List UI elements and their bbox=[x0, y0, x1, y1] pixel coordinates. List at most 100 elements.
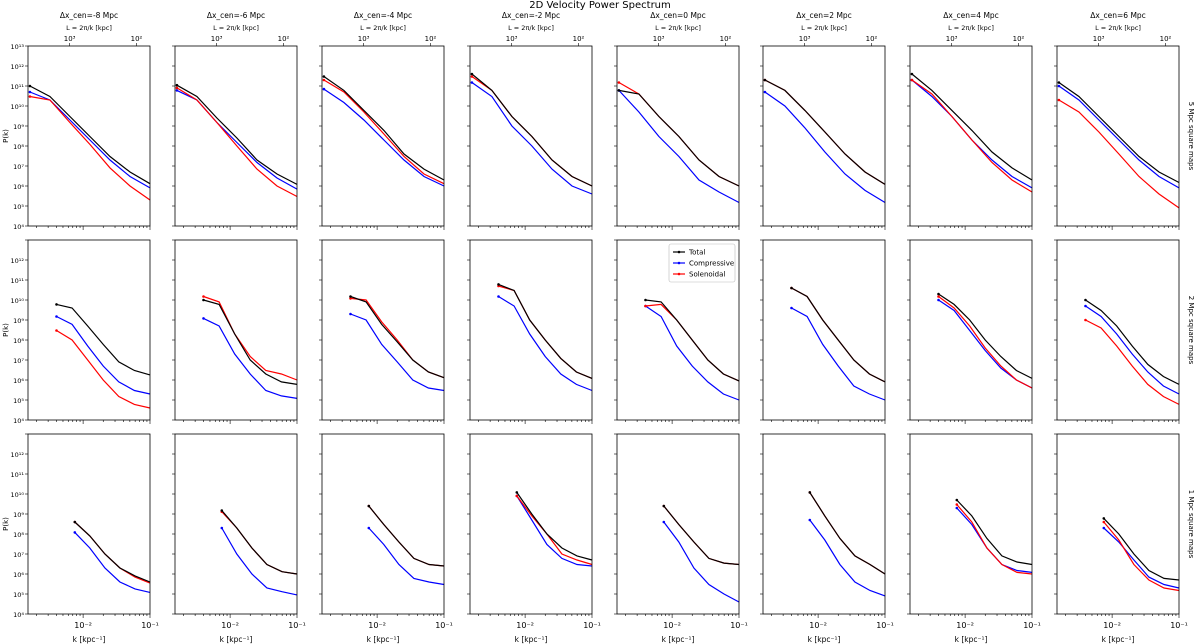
legend-label: Total bbox=[688, 249, 705, 257]
panel bbox=[467, 239, 593, 424]
row-label: 1 Mpc square maps bbox=[1187, 490, 1195, 559]
series-total-marker bbox=[644, 298, 647, 302]
x-tick-label: 10⁻¹ bbox=[141, 621, 159, 630]
series-total bbox=[1058, 82, 1180, 184]
series-compressive bbox=[1085, 305, 1180, 395]
column-title: Δx_cen=0 Mpc bbox=[650, 11, 706, 20]
x-tick-label: 10⁻¹ bbox=[288, 621, 306, 630]
y-tick-label: 10⁶ bbox=[13, 183, 24, 191]
series-total bbox=[1103, 517, 1180, 581]
series-solenoidal-marker bbox=[28, 95, 32, 98]
series-solenoidal bbox=[56, 329, 151, 409]
panel: 2 Mpc square maps bbox=[1054, 239, 1195, 424]
panel: 10⁻² 10⁻¹ k [kpc⁻¹] bbox=[319, 433, 453, 644]
series-total-marker bbox=[28, 84, 32, 88]
panel: 10⁻² 10⁻¹ k [kpc⁻¹] bbox=[614, 433, 748, 644]
panel bbox=[319, 239, 445, 424]
series-solenoidal bbox=[203, 295, 298, 381]
series-solenoidal bbox=[1058, 99, 1180, 209]
x-axis-label: k [kpc⁻¹] bbox=[515, 635, 548, 644]
top-tick-label: 10² bbox=[866, 35, 878, 43]
top-axis-label: L = 2π/k [kpc] bbox=[508, 24, 554, 32]
series-solenoidal-marker bbox=[937, 295, 940, 298]
panel-frame bbox=[174, 45, 298, 227]
series-solenoidal bbox=[221, 511, 298, 575]
panel: 10⁻² 10⁻¹ k [kpc⁻¹] 1 Mpc square maps bbox=[1054, 433, 1195, 644]
top-tick-label: 10² bbox=[131, 35, 143, 43]
series-solenoidal-marker bbox=[470, 75, 474, 78]
column-title: Δx_cen=4 Mpc bbox=[943, 11, 999, 20]
series-solenoidal-marker bbox=[1102, 520, 1106, 524]
y-tick-label: 10⁷ bbox=[13, 163, 24, 171]
y-tick-label: 10¹² bbox=[11, 451, 25, 459]
y-tick-label: 10⁸ bbox=[13, 531, 24, 539]
series-total-marker bbox=[955, 498, 959, 502]
series-compressive-marker bbox=[220, 526, 224, 530]
panel-frame bbox=[616, 239, 740, 421]
legend-label: Solenoidal bbox=[689, 271, 725, 279]
column-title: Δx_cen=2 Mpc bbox=[796, 11, 852, 20]
x-axis-label: k [kpc⁻¹] bbox=[73, 635, 106, 644]
y-tick-label: 10⁴ bbox=[13, 417, 24, 425]
series-total-marker bbox=[790, 286, 793, 290]
series-solenoidal bbox=[29, 95, 151, 201]
y-tick-label: 10¹³ bbox=[11, 43, 25, 51]
series-total bbox=[618, 89, 740, 187]
series-compressive bbox=[74, 531, 151, 593]
y-tick-label: 10¹² bbox=[11, 257, 25, 265]
y-tick-label: 10¹⁰ bbox=[11, 491, 25, 499]
y-tick-label: 10⁹ bbox=[13, 511, 24, 519]
column-title: Δx_cen=6 Mpc bbox=[1090, 11, 1146, 20]
series-compressive-marker bbox=[790, 306, 793, 310]
y-tick-label: 10¹¹ bbox=[11, 83, 25, 91]
y-tick-label: 10⁴ bbox=[13, 611, 24, 619]
series-total-marker bbox=[1084, 298, 1087, 302]
series-total bbox=[221, 510, 298, 575]
series-total-marker bbox=[367, 504, 371, 508]
series-solenoidal bbox=[618, 81, 740, 187]
series-total-marker bbox=[1057, 81, 1061, 84]
top-axis-label: L = 2π/k [kpc] bbox=[1095, 24, 1141, 32]
series-solenoidal bbox=[791, 287, 886, 383]
series-total-marker bbox=[910, 72, 914, 76]
series-solenoidal bbox=[368, 505, 445, 567]
y-tick-label: 10¹² bbox=[11, 63, 25, 71]
series-total-marker bbox=[175, 83, 179, 87]
series-solenoidal-marker bbox=[175, 86, 179, 90]
series-solenoidal bbox=[350, 297, 445, 379]
panel-frame bbox=[1056, 45, 1180, 227]
series-solenoidal-marker bbox=[1084, 318, 1087, 322]
series-total-marker bbox=[937, 292, 940, 296]
y-tick-label: 10⁷ bbox=[13, 551, 24, 559]
column-title: Δx_cen=-8 Mpc bbox=[60, 11, 118, 20]
x-tick-label: 10⁻² bbox=[1103, 621, 1121, 630]
series-total bbox=[663, 505, 740, 566]
series-total-marker bbox=[322, 75, 326, 78]
y-tick-label: 10⁶ bbox=[13, 377, 24, 385]
series-compressive bbox=[764, 91, 886, 204]
series-compressive bbox=[368, 527, 445, 586]
panel: 10⁻² 10⁻¹ k [kpc⁻¹] 10⁴ 10⁵ 10⁶ 10⁷ 10⁸ 10⁹ 10¹⁰ 1… bbox=[2, 433, 159, 644]
series-total bbox=[516, 492, 593, 561]
panel: 10⁴ 10⁵ 10⁶ 10⁷ 10⁸ 10⁹ 10¹⁰ 10¹¹ 10¹² P(k) bbox=[2, 239, 151, 425]
series-solenoidal bbox=[176, 87, 298, 198]
x-tick-label: 10⁻² bbox=[516, 621, 534, 630]
series-compressive-marker bbox=[175, 89, 179, 92]
panel-frame bbox=[616, 433, 740, 615]
series-compressive-marker bbox=[55, 315, 58, 318]
series-total bbox=[176, 84, 298, 185]
top-axis-label: L = 2π/k [kpc] bbox=[655, 24, 701, 32]
panel-frame bbox=[321, 239, 445, 421]
panel-frame bbox=[321, 45, 445, 227]
panel: 10³ 10² L = 2π/k [kpc] Δx_cen=4 Mpc bbox=[907, 11, 1033, 230]
series-total bbox=[56, 303, 151, 376]
series-total bbox=[1085, 299, 1180, 385]
top-tick-label: 10³ bbox=[799, 35, 811, 43]
x-axis-label: k [kpc⁻¹] bbox=[220, 635, 253, 644]
series-solenoidal bbox=[516, 495, 593, 566]
series-compressive-marker bbox=[955, 506, 959, 510]
series-compressive bbox=[176, 89, 298, 190]
series-compressive bbox=[663, 521, 740, 603]
series-solenoidal bbox=[809, 492, 886, 575]
